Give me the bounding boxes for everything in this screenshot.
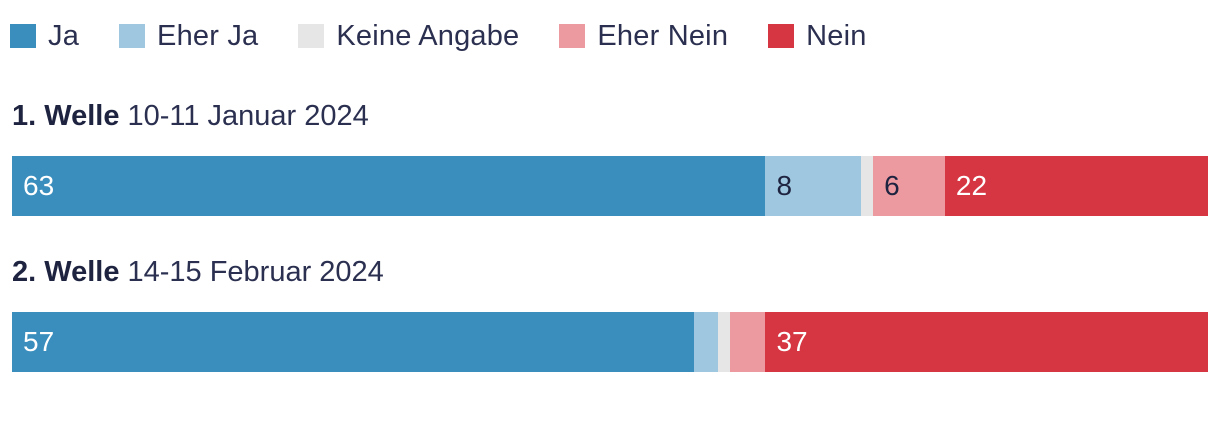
bar-value-label: 37 xyxy=(776,326,808,357)
bar-row-2: 57 37 xyxy=(12,312,1208,372)
legend-label-keine-angabe: Keine Angabe xyxy=(336,19,520,52)
row-title-1-date: 10-11 Januar 2024 xyxy=(127,100,369,132)
legend-swatch-nein xyxy=(768,24,795,48)
bar-segment-ja-row-1 xyxy=(12,156,766,216)
row-title-1-name: 1. Welle xyxy=(12,100,120,132)
legend-item-eher-ja: Eher Ja xyxy=(119,20,258,53)
legend-swatch-eher-nein xyxy=(559,24,586,48)
bar-value-label: 57 xyxy=(23,326,55,357)
legend-label-eher-nein: Eher Nein xyxy=(597,19,729,52)
bar-segment-eher-nein-row-1 xyxy=(873,156,945,216)
bar-segment-nein-row-1 xyxy=(944,156,1208,216)
bar-value-label: 22 xyxy=(955,170,988,201)
bar-value-label: 6 xyxy=(884,170,900,201)
bar-segment-nein-row-2 xyxy=(765,312,1208,372)
row-title-2-date: 14-15 Februar 2024 xyxy=(127,256,384,288)
legend-label-ja: Ja xyxy=(48,19,80,52)
legend-swatch-ja xyxy=(10,24,36,48)
bar-segment-eher-nein-row-2 xyxy=(729,312,766,372)
bar-value-label: 63 xyxy=(23,170,55,201)
bar-segment-keine-angabe-row-1 xyxy=(861,156,874,216)
row-title-1: 1. Welle 10-11 Januar 2024 xyxy=(12,100,369,133)
bar-row-1: 63 8 6 22 xyxy=(12,156,1208,216)
bar-segment-eher-ja-row-2 xyxy=(693,312,718,372)
legend-label-nein: Nein xyxy=(806,19,867,52)
row-title-2: 2. Welle 14-15 Februar 2024 xyxy=(12,256,384,289)
legend-item-ja: Ja xyxy=(10,20,79,53)
legend-item-keine-angabe: Keine Angabe xyxy=(298,20,519,53)
legend-swatch-keine-angabe xyxy=(298,24,325,48)
bar-segment-ja-row-2 xyxy=(12,312,694,372)
bar-segment-eher-ja-row-1 xyxy=(765,156,862,216)
legend-swatch-eher-ja xyxy=(119,24,146,48)
bar-value-label: 8 xyxy=(776,170,793,201)
legend: Ja Eher Ja Keine Angabe Eher Nein Nein xyxy=(10,16,907,56)
legend-label-eher-ja: Eher Ja xyxy=(157,19,259,52)
bar-segment-keine-angabe-row-2 xyxy=(717,312,730,372)
legend-item-eher-nein: Eher Nein xyxy=(559,20,728,53)
row-title-2-name: 2. Welle xyxy=(12,256,120,288)
legend-item-nein: Nein xyxy=(768,20,866,53)
